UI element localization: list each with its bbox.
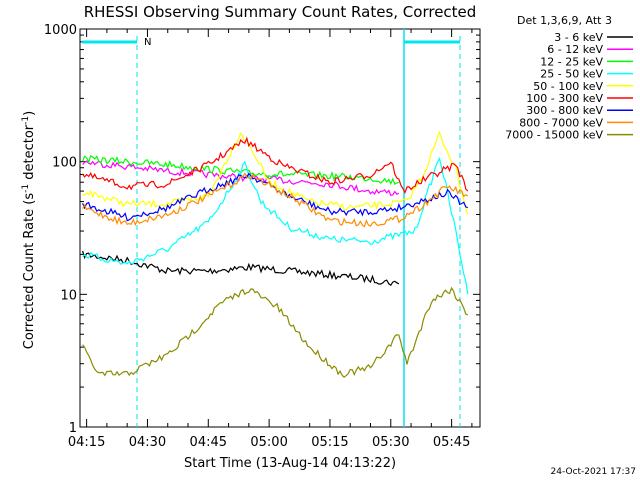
x-tick-label: 05:15 <box>311 435 348 450</box>
legend-entry-label: 25 - 50 keV <box>540 68 603 81</box>
series-line-6 <box>82 136 469 194</box>
legend-entry-label: 800 - 7000 keV <box>519 116 603 129</box>
y-tick-label: 100 <box>52 156 77 171</box>
legend-entry-label: 7000 - 15000 keV <box>505 129 603 142</box>
attenuator-flags: N <box>82 29 461 427</box>
y-axis-label: Corrected Count Rate (s-1 detector-1) <box>21 111 37 349</box>
series-line-1 <box>82 250 400 287</box>
x-tick-label: 04:45 <box>190 435 227 450</box>
plot-frame <box>79 28 481 428</box>
x-tick-label: 05:45 <box>433 435 470 450</box>
x-tick-label: 05:00 <box>250 435 287 450</box>
y-axis: 1 10 100 1000 <box>44 23 480 436</box>
series-line-3 <box>82 155 400 186</box>
x-axis-label: Start Time (13-Aug-14 04:13:22) <box>184 456 396 471</box>
legend-entry-label: 12 - 25 keV <box>540 55 603 68</box>
series-line-8 <box>82 172 469 228</box>
y-tick-label: 1000 <box>44 23 77 38</box>
legend-entry-label: 50 - 100 keV <box>533 80 603 93</box>
series-line-4 <box>82 156 469 295</box>
legend-header: Det 1,3,6,9, Att 3 <box>517 14 612 27</box>
legend-entry-label: 300 - 800 keV <box>526 104 603 117</box>
x-axis: 04:15 04:30 04:45 05:00 05:15 05:30 05:45 <box>68 29 473 450</box>
series-line-9 <box>82 286 469 378</box>
legend-entry-label: 100 - 300 keV <box>526 92 603 105</box>
legend-entry-label: 6 - 12 keV <box>547 43 603 56</box>
chart-title: RHESSI Observing Summary Count Rates, Co… <box>84 3 477 21</box>
series-group <box>82 130 469 378</box>
flag-n-label: N <box>144 37 151 48</box>
x-tick-label: 04:15 <box>68 435 105 450</box>
x-tick-label: 04:30 <box>129 435 166 450</box>
y-tick-label: 10 <box>60 288 77 303</box>
x-tick-label: 05:30 <box>372 435 409 450</box>
generation-timestamp: 24-Oct-2021 17:37 <box>551 467 636 477</box>
series-line-5 <box>82 130 469 215</box>
y-tick-label: 1 <box>69 421 77 436</box>
legend-entry-label: 3 - 6 keV <box>554 31 603 44</box>
